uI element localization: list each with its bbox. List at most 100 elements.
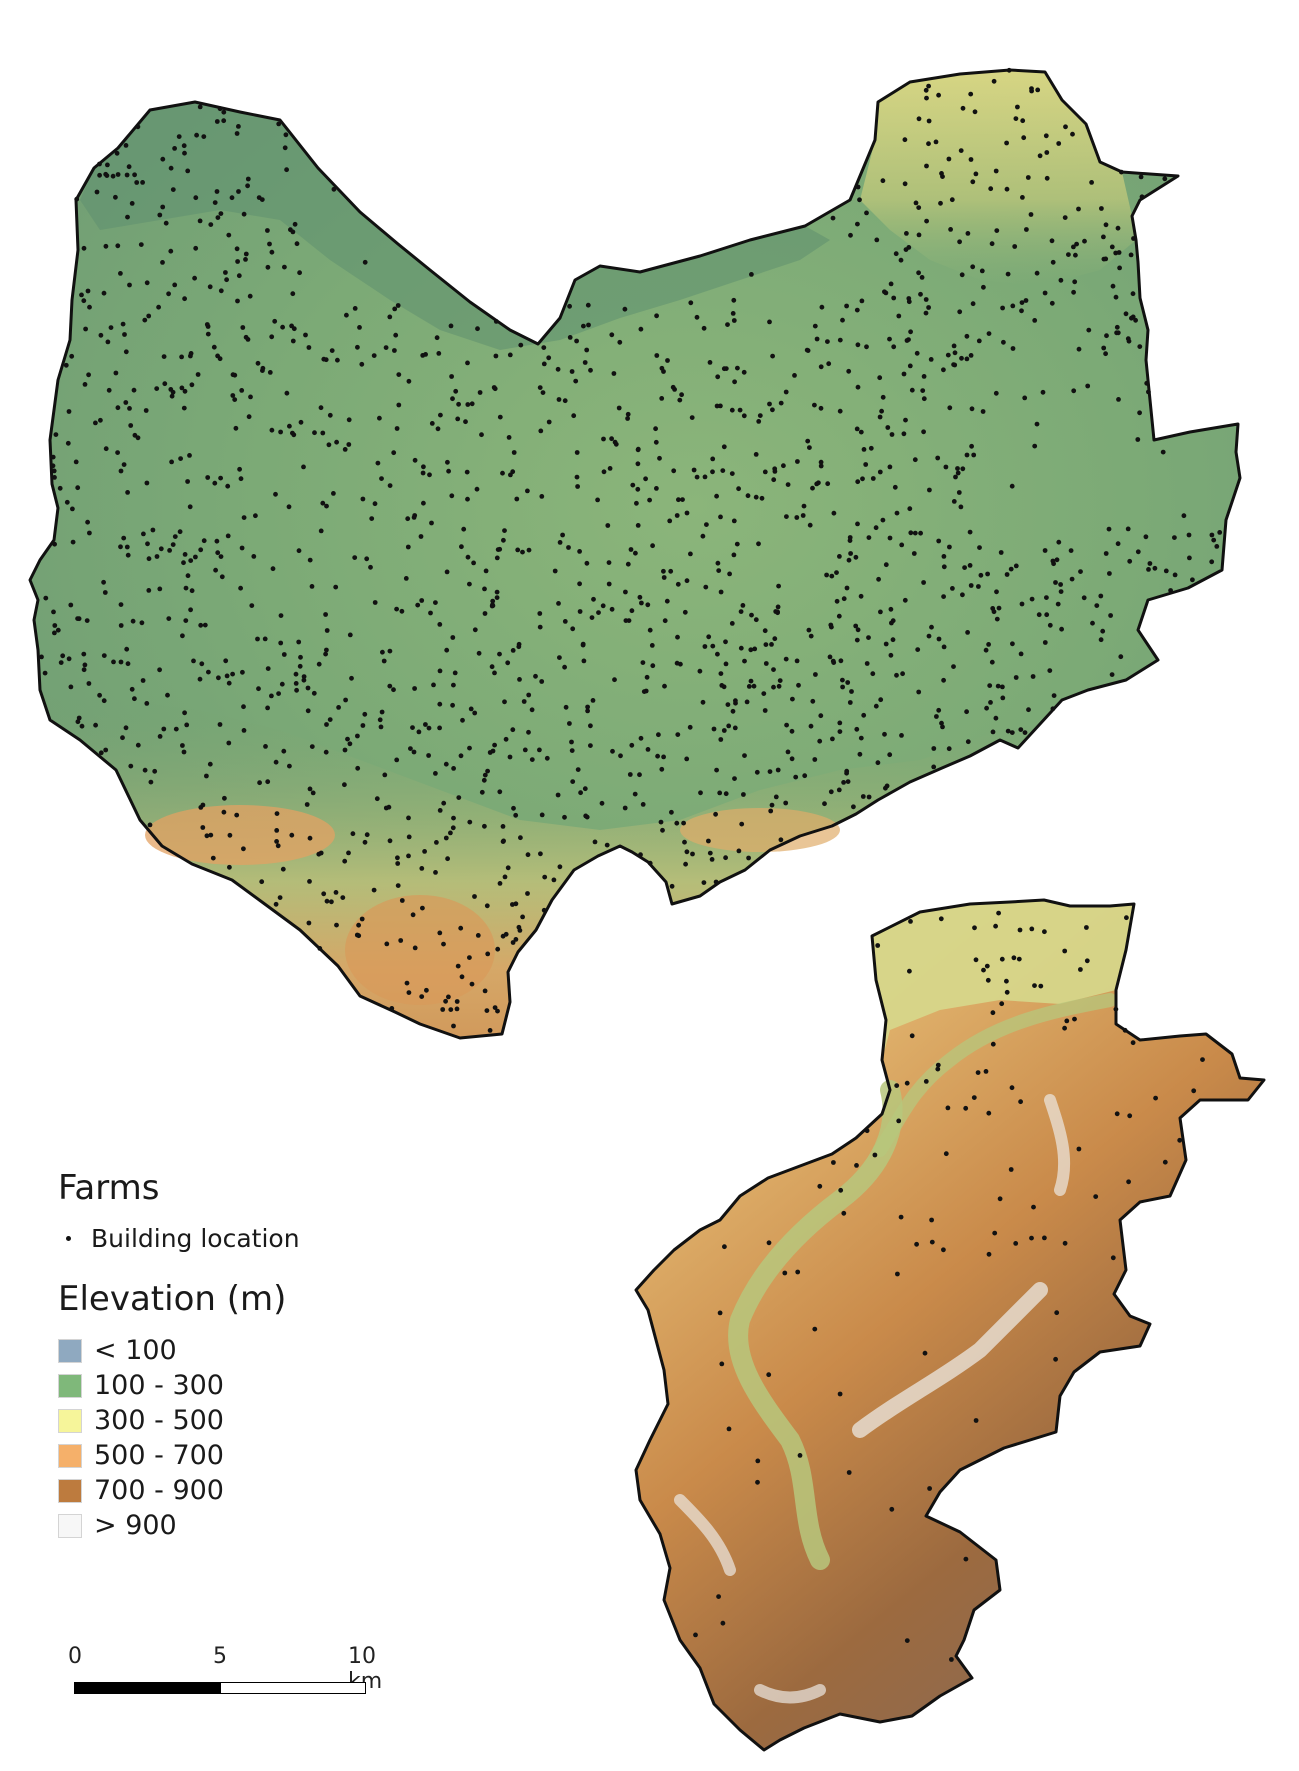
farm-building-point <box>887 464 893 470</box>
farm-building-point <box>941 564 947 570</box>
farm-building-point <box>101 698 107 704</box>
farm-building-point <box>230 671 236 677</box>
farm-building-point <box>1073 252 1078 258</box>
farm-building-point <box>831 660 837 665</box>
farm-building-point <box>584 560 590 566</box>
farm-building-point <box>1058 277 1064 283</box>
farm-building-point <box>920 388 926 393</box>
farm-building-point <box>807 522 813 528</box>
farm-building-point <box>959 355 964 361</box>
farm-building-point <box>552 568 558 574</box>
farm-building-point <box>894 510 900 516</box>
north-ne-hills <box>860 70 1136 286</box>
farm-building-point <box>916 116 922 122</box>
farm-building-point <box>1066 252 1071 257</box>
farm-building-point <box>263 744 268 749</box>
farm-building-point <box>450 702 455 708</box>
farm-building-point <box>993 390 999 396</box>
farm-building-point <box>130 618 136 624</box>
farm-building-point <box>970 179 976 185</box>
farm-building-point <box>84 618 90 623</box>
farm-building-point <box>489 664 495 670</box>
farm-building-point <box>93 722 98 728</box>
farm-building-point <box>691 467 697 473</box>
farm-building-point <box>789 756 795 762</box>
farm-building-point <box>861 447 867 452</box>
farm-building-point <box>1114 324 1120 330</box>
farm-building-point <box>771 477 777 483</box>
farm-building-point <box>682 839 687 845</box>
farm-building-point <box>645 602 651 608</box>
farm-building-point <box>970 301 976 307</box>
farm-building-point <box>900 671 905 677</box>
farm-building-point <box>838 1187 844 1193</box>
farm-building-point <box>854 637 860 643</box>
farm-building-point <box>1103 256 1109 262</box>
farm-building-point <box>846 557 852 563</box>
farm-building-point <box>566 545 571 550</box>
farm-building-point <box>921 429 926 435</box>
farm-building-point <box>459 544 464 550</box>
farm-building-point <box>43 595 49 601</box>
farm-building-point <box>877 375 883 381</box>
farm-building-point <box>725 322 730 327</box>
farm-building-point <box>445 856 450 862</box>
farm-building-point <box>236 189 241 194</box>
building-location-dot-icon <box>66 1236 71 1241</box>
farm-building-point <box>157 734 163 739</box>
farm-building-point <box>1008 566 1014 572</box>
farm-building-point <box>218 554 224 559</box>
farm-building-point <box>216 675 221 681</box>
farm-building-point <box>274 811 280 816</box>
farm-building-point <box>507 352 513 358</box>
farm-building-point <box>748 647 754 653</box>
farm-building-point <box>218 288 224 294</box>
farm-building-point <box>225 483 231 489</box>
farm-building-point <box>926 305 931 310</box>
farm-building-point <box>989 241 995 247</box>
farm-building-point <box>202 622 208 628</box>
farm-building-point <box>609 436 614 442</box>
farm-building-point <box>723 791 729 797</box>
farm-building-point <box>956 490 962 495</box>
farm-building-point <box>387 483 393 488</box>
farm-building-point <box>138 242 144 248</box>
farm-building-point <box>794 515 800 520</box>
farm-building-point <box>142 767 148 773</box>
farm-building-point <box>907 506 913 512</box>
farm-building-point <box>241 211 247 217</box>
farm-building-point <box>577 609 583 614</box>
farm-building-point <box>441 800 447 806</box>
farm-building-point <box>738 609 744 614</box>
farm-building-point <box>475 933 481 938</box>
farm-building-point <box>557 540 563 545</box>
farm-building-point <box>858 593 864 599</box>
farm-building-point <box>638 326 644 332</box>
farm-building-point <box>737 407 743 413</box>
farm-building-point <box>916 232 922 238</box>
farm-building-point <box>144 280 150 286</box>
farm-building-point <box>707 360 713 365</box>
farm-building-point <box>880 394 886 400</box>
farm-building-point <box>781 463 786 469</box>
farm-building-point <box>82 662 88 668</box>
farm-building-point <box>406 834 412 840</box>
farm-building-point <box>570 779 576 784</box>
farm-building-point <box>503 736 509 742</box>
farm-building-point <box>265 779 271 785</box>
farm-building-point <box>629 742 635 748</box>
farm-building-point <box>265 264 271 270</box>
farm-building-point <box>296 548 302 554</box>
legend-elevation-title: Elevation (m) <box>58 1279 287 1319</box>
farm-building-point <box>866 794 872 800</box>
south-valley <box>728 1080 903 1570</box>
farm-building-point <box>540 390 546 395</box>
farm-building-point <box>596 610 601 615</box>
farm-building-point <box>841 1210 847 1216</box>
farm-building-point <box>167 548 173 553</box>
farm-building-point <box>981 284 986 290</box>
farm-building-point <box>141 531 146 537</box>
farm-building-point <box>382 772 388 778</box>
farm-building-point <box>771 667 776 672</box>
